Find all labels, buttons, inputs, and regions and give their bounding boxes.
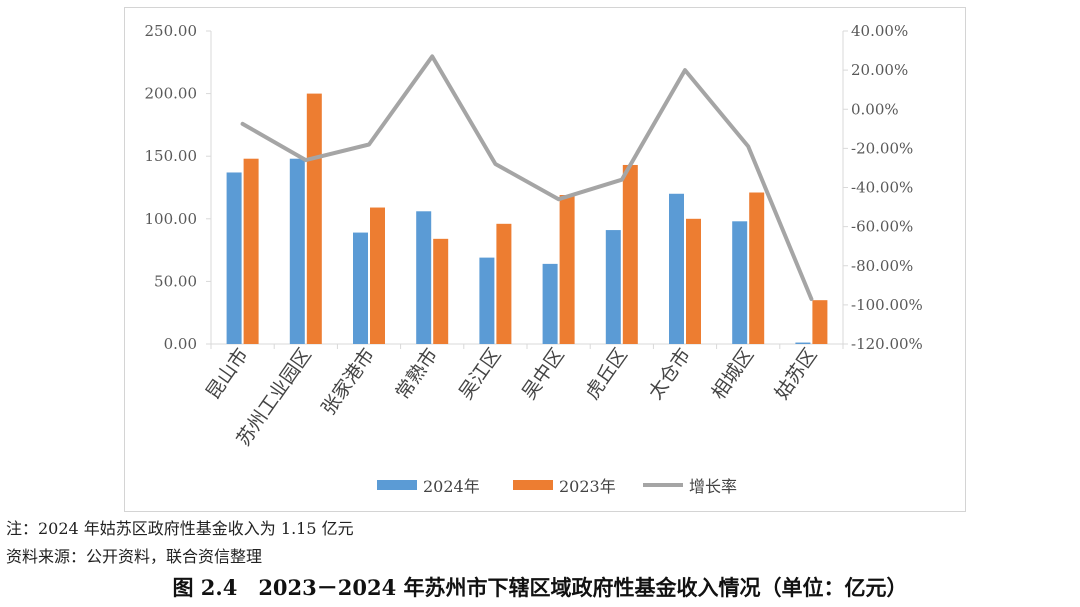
bar-2023 (370, 207, 385, 344)
legend-swatch-1 (513, 480, 553, 490)
data-source: 资料来源：公开资料，联合资信整理 (6, 547, 263, 566)
y-left-tick-label: 150.00 (145, 147, 198, 165)
x-category-label: 吴江区 (455, 344, 506, 403)
x-category-label: 常熟市 (392, 344, 443, 403)
y-left-tick-label: 0.00 (164, 335, 197, 353)
y-right-tick-label: -80.00% (851, 257, 913, 275)
legend-label: 2023年 (559, 477, 616, 496)
figure-caption: 图 2.4 2023－2024 年苏州市下辖区域政府性基金收入情况（单位：亿元） (172, 575, 908, 600)
bar-2023 (686, 218, 701, 344)
y-left-tick-label: 200.00 (145, 85, 198, 103)
growth-rate-line (240, 54, 814, 301)
y-right-tick-label: -100.00% (851, 296, 923, 314)
y-right-tick-label: 0.00% (851, 100, 899, 118)
x-category-label: 相城区 (708, 344, 759, 403)
y-right-tick-label: -20.00% (851, 139, 913, 157)
y-right-tick-label: -120.00% (851, 335, 923, 353)
y-right-tick-label: 20.00% (851, 61, 908, 79)
y-right-tick-label: 40.00% (851, 22, 908, 40)
bar-2024 (416, 211, 432, 344)
x-category-label: 虎丘区 (581, 344, 632, 403)
x-category-label: 太仓市 (644, 344, 695, 403)
bar-2023 (306, 93, 322, 344)
y-right-tick-label: -40.00% (851, 179, 913, 197)
combo-chart: 0.00 50.00 100.00 150.00 200.00 250.00 -120.00… (145, 22, 923, 496)
bar-2024 (289, 158, 305, 344)
bar-2023 (243, 158, 259, 344)
y-left-tick-label: 100.00 (145, 210, 198, 228)
x-category-label: 姑苏区 (771, 344, 822, 403)
bar-2023 (559, 195, 575, 344)
x-category-label: 吴中区 (518, 344, 569, 403)
bar-2023 (812, 300, 828, 344)
y-right-tick-label: -60.00% (851, 218, 913, 236)
bar-2023 (433, 238, 449, 344)
legend-label: 增长率 (689, 477, 737, 496)
chart-note: 注：2024 年姑苏区政府性基金收入为 1.15 亿元 (6, 519, 354, 538)
bar-2024 (226, 172, 242, 344)
bar-2024 (479, 257, 495, 344)
bar-2024 (605, 230, 621, 344)
bar-2024 (732, 221, 748, 344)
bar-2024 (542, 263, 558, 344)
bar-2023 (749, 192, 765, 344)
legend-swatch-0 (377, 480, 417, 490)
bar-2023 (496, 223, 512, 344)
chart-frame: 0.00 50.00 100.00 150.00 200.00 250.00 -120.00… (124, 7, 966, 512)
bar-2024 (353, 232, 368, 344)
bar-2024 (795, 342, 811, 344)
bar-2024 (669, 193, 684, 344)
y-left-tick-label: 250.00 (145, 22, 198, 40)
legend-label: 2024年 (423, 477, 480, 496)
x-category-label: 昆山市 (202, 344, 253, 403)
bar-2023 (622, 164, 638, 344)
x-category-label: 张家港市 (317, 344, 379, 419)
y-left-tick-label: 50.00 (154, 272, 197, 290)
